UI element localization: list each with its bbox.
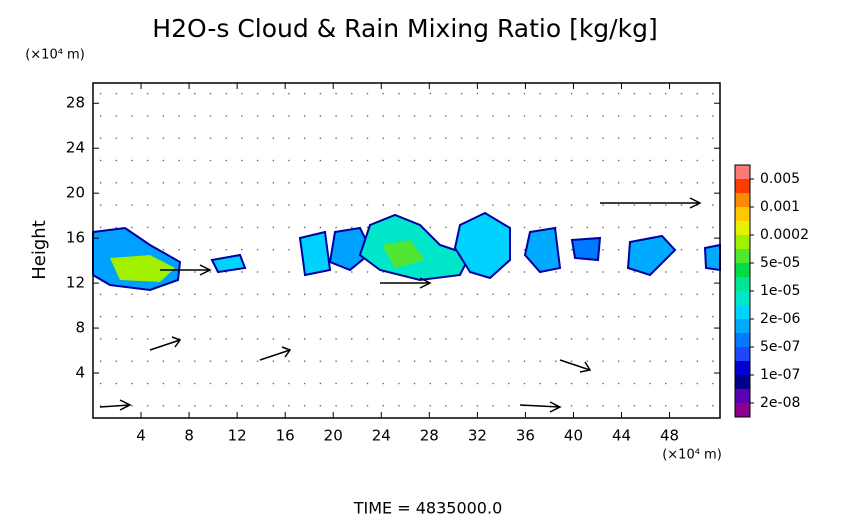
colorbar-band (735, 319, 750, 333)
y-tick-label: 12 (66, 274, 85, 292)
y-tick-label: 4 (75, 364, 85, 382)
colorbar-band (735, 361, 750, 375)
y-tick-label: 16 (66, 229, 85, 247)
colorbar-band (735, 207, 750, 221)
x-tick-label: 20 (324, 427, 343, 445)
x-tick-label: 4 (136, 427, 146, 445)
colorbar-band (735, 277, 750, 291)
colorbar-label: 2e-08 (760, 395, 800, 411)
x-tick-label: 24 (372, 427, 391, 445)
y-tick-label: 8 (75, 319, 85, 337)
colorbar-band (735, 389, 750, 403)
colorbar-label: 0.001 (760, 199, 800, 215)
colorbar-band (735, 305, 750, 319)
colorbar-band (735, 165, 750, 179)
colorbar-band (735, 403, 750, 417)
colorbar-band (735, 291, 750, 305)
x-unit: (×10⁴ m) (662, 448, 722, 463)
chart-title: H2O-s Cloud & Rain Mixing Ratio [kg/kg] (152, 14, 657, 43)
wind-vectors (99, 197, 702, 413)
y-tick-label: 20 (66, 184, 85, 202)
y-unit: (×10⁴ m) (25, 48, 85, 63)
colorbar-label: 5e-07 (760, 339, 800, 355)
x-tick-label: 12 (228, 427, 247, 445)
time-label: TIME = 4835000.0 (353, 499, 503, 518)
plot-frame (92, 82, 721, 419)
colorbar-band (735, 347, 750, 361)
x-tick-label: 8 (184, 427, 194, 445)
colorbar-band (735, 333, 750, 347)
x-tick-label: 40 (564, 427, 583, 445)
x-tick-label: 36 (516, 427, 535, 445)
colorbar-label: 0.005 (760, 171, 800, 187)
colorbar-label: 5e-05 (760, 255, 800, 271)
colorbar-band (735, 375, 750, 389)
x-tick-label: 16 (276, 427, 295, 445)
x-tick-label: 44 (612, 427, 631, 445)
colorbar-band (735, 193, 750, 207)
y-tick-label: 24 (66, 139, 85, 157)
x-tick-label: 48 (660, 427, 679, 445)
colorbar-label: 0.0002 (760, 227, 809, 243)
y-tick-label: 28 (66, 94, 85, 112)
colorbar-band (735, 263, 750, 277)
colorbar-band (735, 249, 750, 263)
x-tick-label: 32 (468, 427, 487, 445)
colorbar-band (735, 235, 750, 249)
colorbar-label: 1e-05 (760, 283, 800, 299)
y-axis-label: Height (29, 220, 50, 280)
colorbar-band (735, 179, 750, 193)
x-tick-label: 28 (420, 427, 439, 445)
cloud-field (92, 211, 721, 292)
colorbar-label: 1e-07 (760, 367, 800, 383)
colorbar-label: 2e-06 (760, 311, 800, 327)
colorbar-band (735, 221, 750, 235)
